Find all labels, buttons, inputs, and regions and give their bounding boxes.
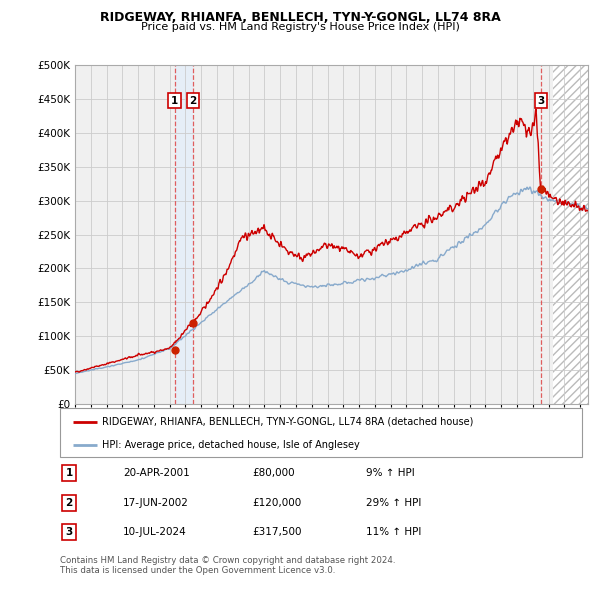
- Bar: [553, 65, 588, 404]
- Text: 3: 3: [538, 96, 545, 106]
- Bar: [553, 65, 588, 404]
- Text: This data is licensed under the Open Government Licence v3.0.: This data is licensed under the Open Gov…: [60, 566, 335, 575]
- Text: 20-APR-2001: 20-APR-2001: [123, 468, 190, 478]
- Text: Price paid vs. HM Land Registry's House Price Index (HPI): Price paid vs. HM Land Registry's House …: [140, 22, 460, 32]
- Text: Contains HM Land Registry data © Crown copyright and database right 2024.: Contains HM Land Registry data © Crown c…: [60, 556, 395, 565]
- Text: 2: 2: [65, 498, 73, 507]
- Bar: [175, 65, 193, 404]
- Text: 9% ↑ HPI: 9% ↑ HPI: [366, 468, 415, 478]
- Text: 2: 2: [189, 96, 196, 106]
- Text: RIDGEWAY, RHIANFA, BENLLECH, TYN-Y-GONGL, LL74 8RA (detached house): RIDGEWAY, RHIANFA, BENLLECH, TYN-Y-GONGL…: [102, 417, 473, 427]
- Text: HPI: Average price, detached house, Isle of Anglesey: HPI: Average price, detached house, Isle…: [102, 440, 359, 450]
- Text: 29% ↑ HPI: 29% ↑ HPI: [366, 498, 421, 507]
- Text: 10-JUL-2024: 10-JUL-2024: [123, 527, 187, 537]
- Text: 1: 1: [171, 96, 178, 106]
- Text: RIDGEWAY, RHIANFA, BENLLECH, TYN-Y-GONGL, LL74 8RA: RIDGEWAY, RHIANFA, BENLLECH, TYN-Y-GONGL…: [100, 11, 500, 24]
- Text: 17-JUN-2002: 17-JUN-2002: [123, 498, 189, 507]
- Text: £80,000: £80,000: [252, 468, 295, 478]
- Text: 1: 1: [65, 468, 73, 478]
- Text: £317,500: £317,500: [252, 527, 302, 537]
- Text: 3: 3: [65, 527, 73, 537]
- Text: £120,000: £120,000: [252, 498, 301, 507]
- Text: 11% ↑ HPI: 11% ↑ HPI: [366, 527, 421, 537]
